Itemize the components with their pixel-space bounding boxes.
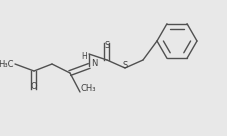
Text: N: N — [91, 59, 97, 68]
Text: S: S — [122, 61, 127, 70]
Text: H₃C: H₃C — [0, 60, 14, 69]
Text: S: S — [104, 41, 109, 50]
Text: H: H — [81, 52, 87, 61]
Text: CH₃: CH₃ — [81, 84, 96, 93]
Text: O: O — [31, 82, 37, 91]
